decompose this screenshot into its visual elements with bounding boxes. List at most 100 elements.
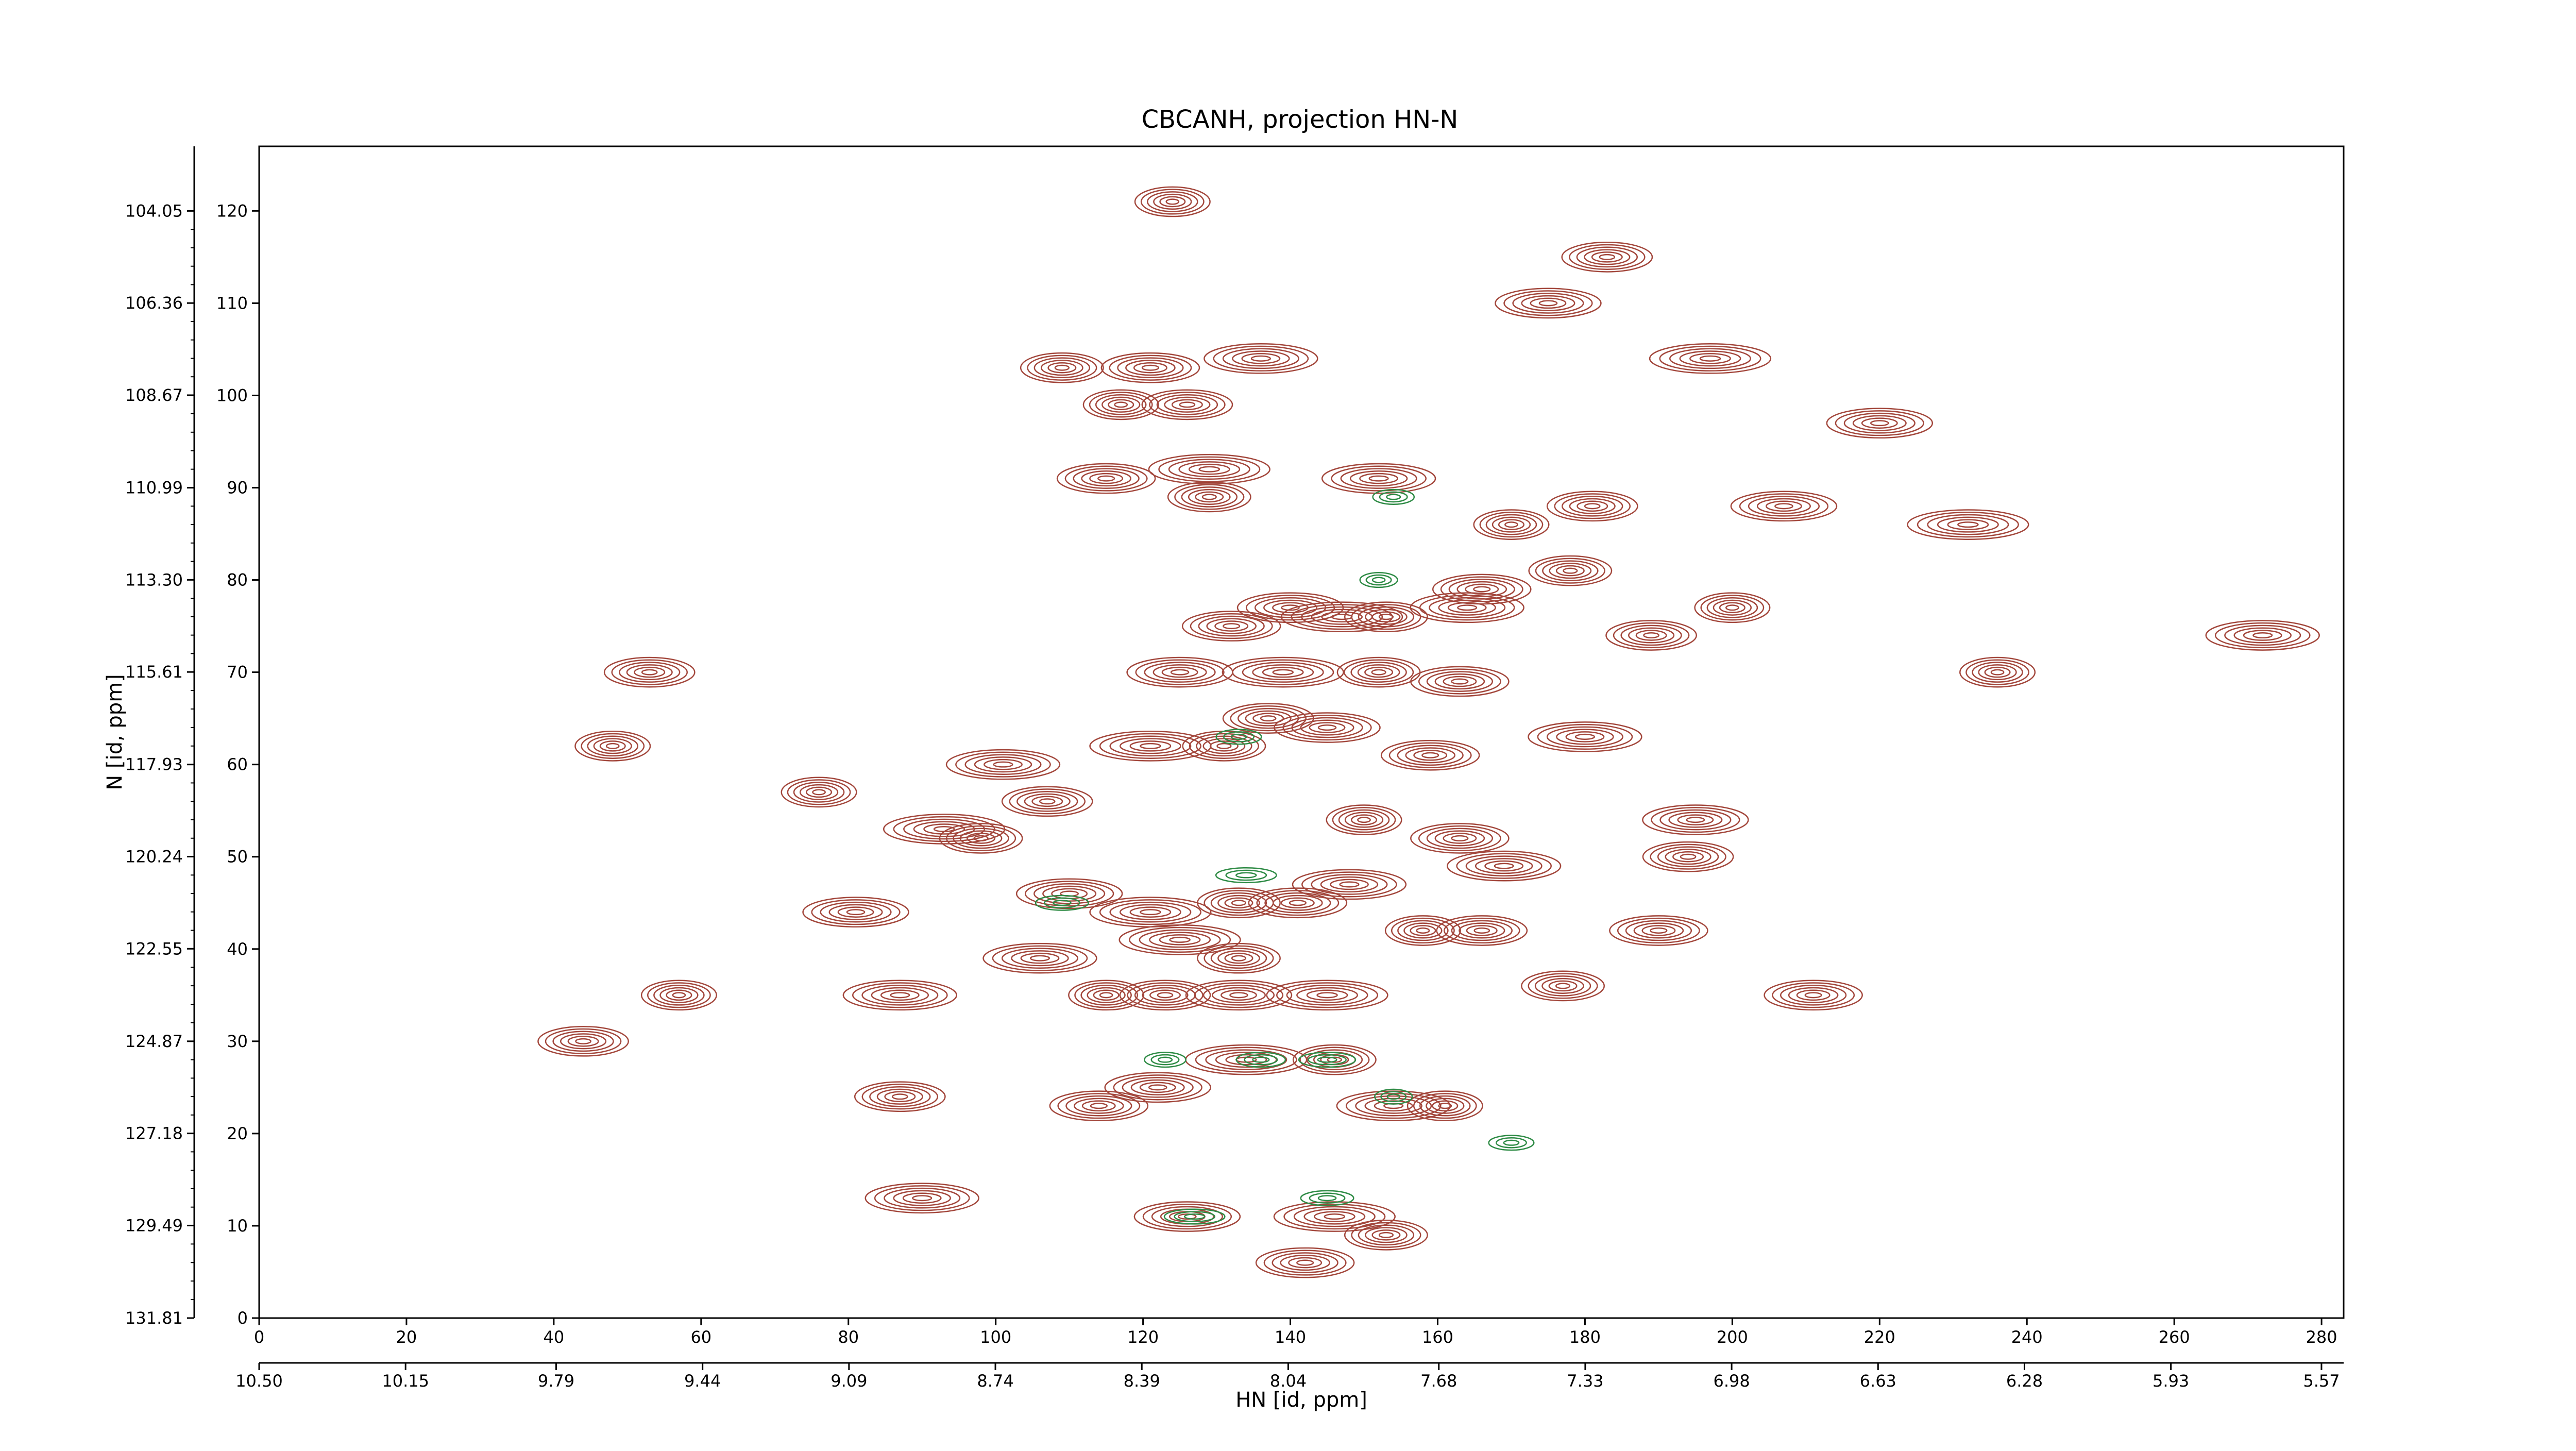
contour-ring [1206, 618, 1257, 634]
contour-ring [1282, 714, 1372, 741]
y-tick-label: 0 [238, 1308, 248, 1328]
contour-ring [1719, 602, 1745, 614]
contour-ring [1397, 745, 1464, 766]
contour-ring [1426, 1098, 1465, 1114]
contour-ring [880, 989, 920, 1001]
contour-ring [1202, 984, 1275, 1006]
x-tick-label: 240 [2011, 1327, 2043, 1347]
x-tick-label: 280 [2306, 1327, 2337, 1347]
contour-ring [1099, 733, 1201, 759]
contour-ring [1679, 350, 1741, 367]
contour-ring [1109, 355, 1192, 381]
peak [781, 777, 857, 808]
y-tick-label: 110 [216, 293, 248, 313]
contour-ring [1324, 1213, 1346, 1220]
contour-ring [611, 659, 688, 685]
contour-ring [874, 1185, 970, 1211]
contour-ring [1135, 659, 1225, 685]
contour-ring [861, 1084, 939, 1110]
contour-ring [1095, 394, 1147, 415]
contour-ring [1222, 348, 1299, 369]
contour-ring [1984, 666, 2011, 678]
contour-ring [1309, 722, 1346, 733]
contour-ring [1306, 989, 1348, 1001]
contour-ring [1835, 410, 1924, 436]
contour-ring [1649, 343, 1772, 374]
contour-ring [1245, 710, 1292, 727]
contour-ring [1222, 656, 1344, 688]
contour-ring [1562, 495, 1623, 517]
contour-ring [1665, 849, 1711, 865]
contour-ring [1465, 583, 1499, 595]
contour-ring [876, 1088, 923, 1105]
contour-ring [1223, 623, 1241, 630]
peak [574, 731, 651, 762]
peak [1730, 491, 1838, 522]
contour-ring [1537, 723, 1633, 750]
contour-ring [1276, 982, 1379, 1008]
contour-ring [1617, 917, 1700, 944]
contour-ring [1384, 915, 1461, 946]
contour-ring [1164, 396, 1211, 413]
contour-ring [1080, 984, 1132, 1006]
contour-ring [1020, 952, 1060, 964]
contour-ring [1293, 1206, 1376, 1227]
x2-tick-label: 6.63 [1860, 1371, 1896, 1391]
contour-ring [1852, 415, 1907, 431]
contour-ring [1965, 659, 2029, 685]
contour-ring [1351, 1222, 1421, 1248]
contour-ring [1040, 360, 1083, 376]
peak [1001, 786, 1093, 817]
contour-ring [959, 830, 1003, 847]
x2-tick-label: 9.09 [831, 1371, 867, 1391]
contour-ring [1231, 900, 1247, 906]
contour-ring [1140, 909, 1161, 916]
contour-ring [647, 982, 711, 1008]
contour-ring [1620, 625, 1682, 646]
contour-ring [1358, 1224, 1415, 1246]
contour-ring [1039, 798, 1056, 805]
contour-ring [1223, 731, 1255, 743]
contour-ring [1099, 899, 1201, 925]
x2-tick-label: 9.44 [684, 1371, 721, 1391]
contour-ring [574, 731, 651, 762]
contour-ring [1300, 719, 1354, 736]
contour-ring [1065, 1095, 1132, 1117]
peak [1089, 897, 1212, 928]
contour-ring [1195, 1047, 1297, 1073]
y2-tick-label: 106.36 [125, 293, 183, 313]
contour-ring [1725, 604, 1739, 611]
contour-ring [1475, 858, 1533, 874]
contour-ring [1416, 927, 1430, 934]
contour-ring [1451, 835, 1469, 841]
peak [1215, 729, 1262, 745]
contour-ring [1528, 973, 1598, 999]
x-tick-label: 140 [1275, 1327, 1306, 1347]
contour-ring [1224, 897, 1253, 909]
contour-ring [992, 945, 1088, 971]
contour-ring [1451, 920, 1513, 941]
contour-ring [1466, 925, 1498, 936]
contour-ring [1316, 992, 1338, 999]
contour-ring [1081, 470, 1131, 487]
contour-ring [2224, 625, 2301, 646]
contour-ring [1541, 977, 1584, 994]
contour-ring [1149, 392, 1226, 418]
x-axis-label: HN [id, ppm] [1235, 1388, 1367, 1412]
contour-ring [1538, 300, 1558, 307]
contour-ring [1371, 577, 1386, 583]
contour-ring [1001, 786, 1093, 817]
contour-ring [912, 1195, 933, 1202]
peak [1907, 509, 2029, 540]
x-tick-label: 220 [1864, 1327, 1895, 1347]
contour-ring [1339, 881, 1360, 888]
contour-ring [1628, 627, 1675, 644]
contour-ring [1434, 673, 1485, 690]
peak [1082, 389, 1159, 420]
contour-ring [1599, 254, 1616, 260]
peak [1344, 1220, 1428, 1251]
x-tick-label: 200 [1717, 1327, 1748, 1347]
contour-ring [1144, 1052, 1187, 1068]
contour-ring [1043, 897, 1080, 909]
contour-ring [1221, 989, 1257, 1001]
